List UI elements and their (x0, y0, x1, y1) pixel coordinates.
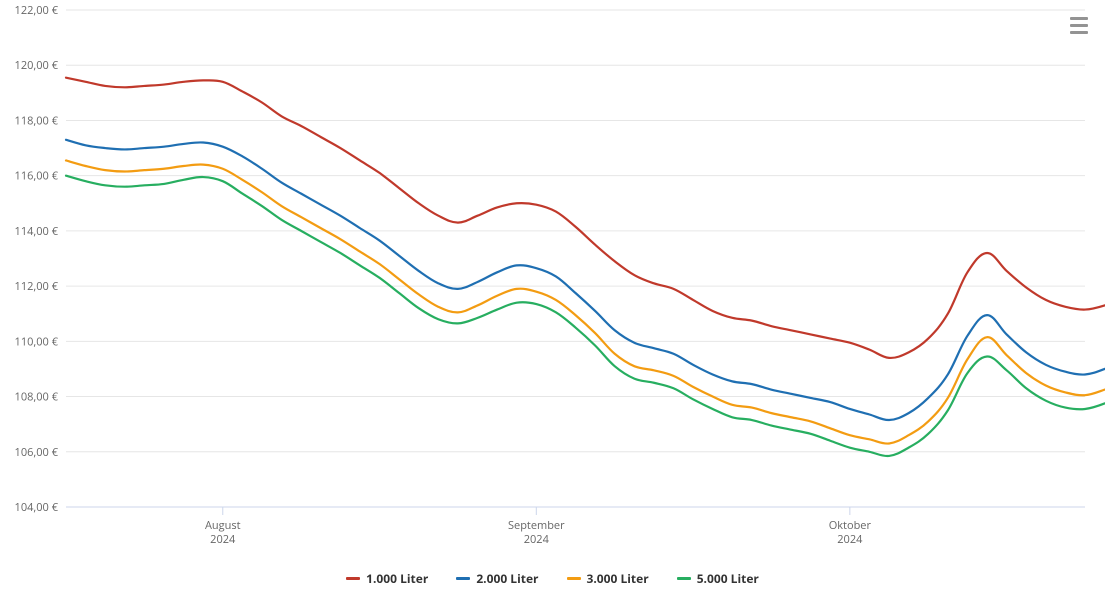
y-axis-tick-label: 104,00 € (15, 500, 59, 515)
legend-label: 5.000 Liter (697, 570, 759, 587)
legend-item-s3000[interactable]: 3.000 Liter (567, 570, 649, 587)
chart-plot-area: 104,00 € 106,00 € 108,00 € 110,00 € 112,00 €… (0, 0, 1105, 564)
x-axis-tick-sublabel: 2024 (837, 532, 863, 547)
x-axis-tick-label: Oktober (829, 518, 872, 533)
legend-swatch (567, 577, 581, 580)
y-axis-tick-label: 110,00 € (15, 334, 59, 349)
chart-legend: 1.000 Liter 2.000 Liter 3.000 Liter 5.000 L… (0, 564, 1105, 587)
legend-swatch (346, 577, 360, 580)
y-axis-tick-label: 114,00 € (15, 224, 59, 239)
y-axis-tick-label: 106,00 € (15, 445, 59, 460)
chart-menu-button[interactable] (1067, 14, 1091, 36)
series-line-s5000 (66, 176, 1105, 456)
x-axis-tick-sublabel: 2024 (524, 532, 550, 547)
x-axis-tick-label: August (205, 518, 241, 533)
legend-swatch (456, 577, 470, 580)
legend-label: 2.000 Liter (476, 570, 538, 587)
y-axis-tick-label: 116,00 € (15, 169, 59, 184)
legend-item-s5000[interactable]: 5.000 Liter (677, 570, 759, 587)
legend-label: 1.000 Liter (366, 570, 428, 587)
legend-item-s1000[interactable]: 1.000 Liter (346, 570, 428, 587)
legend-label: 3.000 Liter (587, 570, 649, 587)
legend-item-s2000[interactable]: 2.000 Liter (456, 570, 538, 587)
price-chart: 104,00 € 106,00 € 108,00 € 110,00 € 112,00 €… (0, 0, 1105, 602)
y-axis-tick-label: 122,00 € (15, 3, 59, 18)
series-line-s1000 (66, 78, 1105, 358)
legend-swatch (677, 577, 691, 580)
y-axis-tick-label: 112,00 € (15, 279, 59, 294)
x-axis-tick-sublabel: 2024 (210, 532, 236, 547)
y-axis-tick-label: 120,00 € (15, 58, 59, 73)
y-axis-tick-label: 108,00 € (15, 390, 59, 405)
x-axis-tick-label: September (508, 518, 565, 533)
y-axis-tick-label: 118,00 € (15, 113, 59, 128)
